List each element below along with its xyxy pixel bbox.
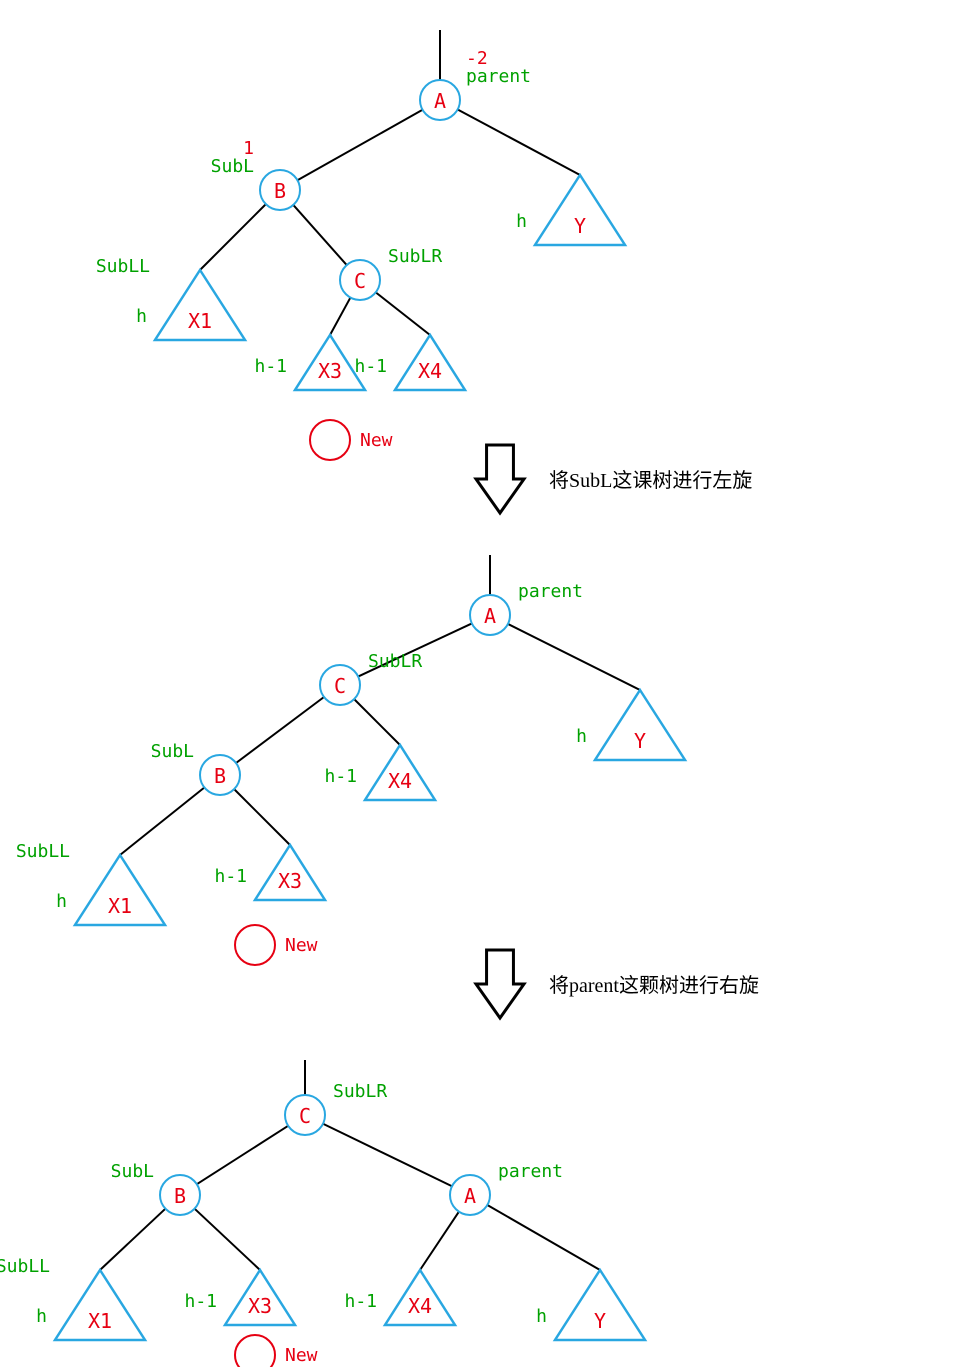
tree2-edge-3 [354,699,400,745]
tree2-subtree-label-X4: X4 [388,769,412,793]
tree3-edge-1 [323,1124,452,1187]
arrow2-arrow [476,950,524,1018]
tree1-node-label-A: A [434,89,446,113]
tree3-height-X3: h-1 [184,1291,217,1312]
tree2-node-label-A: A [484,604,496,628]
tree3-height-X1: h [36,1306,47,1327]
tree2-new-node [235,925,275,965]
tree1-subtree-label-X4: X4 [418,359,442,383]
tree1-role-X1: SubLL [96,256,150,277]
tree2-node-role-A: parent [518,581,583,602]
tree1-height-X1: h [136,306,147,327]
tree3-node-label-A: A [464,1184,476,1208]
tree2-edge-1 [508,624,640,690]
tree3-height-X4: h-1 [344,1291,377,1312]
arrow2-caption: 将parent这颗树进行右旋 [549,974,759,997]
tree3-node-label-C: C [299,1104,311,1128]
diagram-canvas: X1hSubLLYhX3h-1X4h-1Aparent-2BSubL1CSubL… [0,0,956,1367]
tree3-edge-3 [195,1209,260,1270]
tree2-node-role-C: SubLR [368,651,422,672]
tree1-edge-2 [200,204,266,270]
arrow1-arrow [476,445,524,513]
tree2-height-X3: h-1 [214,866,247,887]
tree3-subtree-label-X1: X1 [88,1309,112,1333]
tree2-edge-4 [120,787,204,855]
tree1-new-node [310,420,350,460]
tree3-subtree-label-Y: Y [594,1309,606,1333]
tree3-subtree-label-X4: X4 [408,1294,432,1318]
tree1-node-label-C: C [354,269,366,293]
tree3-node-role-A: parent [498,1161,563,1182]
tree1-height-X3: h-1 [254,356,287,377]
tree2-height-X1: h [56,891,67,912]
tree2-subtree-label-Y: Y [634,729,646,753]
tree3-edge-2 [100,1209,165,1270]
tree2-node-label-B: B [214,764,226,788]
tree1-edge-5 [376,292,430,335]
tree2-role-X1: SubLL [16,841,70,862]
tree1-height-Y: h [516,211,527,232]
tree1-subtree-label-Y: Y [574,214,586,238]
tree1-height-X4: h-1 [354,356,387,377]
tree2-new-label: New [285,935,318,956]
tree1-edge-3 [293,205,346,265]
tree1-edge-1 [458,109,580,175]
tree2-node-label-C: C [334,674,346,698]
tree1-new-label: New [360,430,393,451]
tree3-node-role-C: SubLR [333,1081,387,1102]
tree3-new-label: New [285,1345,318,1366]
tree3-new-node [235,1335,275,1367]
tree2-height-X4: h-1 [324,766,357,787]
tree2-height-Y: h [576,726,587,747]
tree1-edge-4 [330,298,350,335]
tree3-role-X1: SubLL [0,1256,50,1277]
tree1-subtree-label-X3: X3 [318,359,342,383]
tree2-edge-5 [234,789,290,845]
tree1-subtree-label-X1: X1 [188,309,212,333]
tree3-edge-4 [420,1212,459,1270]
tree3-edge-0 [197,1126,288,1184]
tree1-node-role-C: SubLR [388,246,442,267]
tree1-node-label-B: B [274,179,286,203]
tree3-node-role-B: SubL [111,1161,155,1182]
tree1-node-role-B: SubL [211,156,255,177]
tree1-node-balance-B: 1 [243,138,254,159]
tree2-subtree-label-X3: X3 [278,869,302,893]
tree3-height-Y: h [536,1306,547,1327]
tree1-node-balance-A: -2 [466,48,488,69]
tree2-edge-2 [236,697,324,763]
tree3-edge-5 [487,1205,600,1270]
tree1-edge-0 [297,110,422,180]
tree3-subtree-label-X3: X3 [248,1294,272,1318]
tree2-subtree-label-X1: X1 [108,894,132,918]
arrow1-caption: 将SubL这课树进行左旋 [549,469,752,492]
tree1-node-role-A: parent [466,66,531,87]
tree2-node-role-B: SubL [151,741,195,762]
tree3-node-label-B: B [174,1184,186,1208]
